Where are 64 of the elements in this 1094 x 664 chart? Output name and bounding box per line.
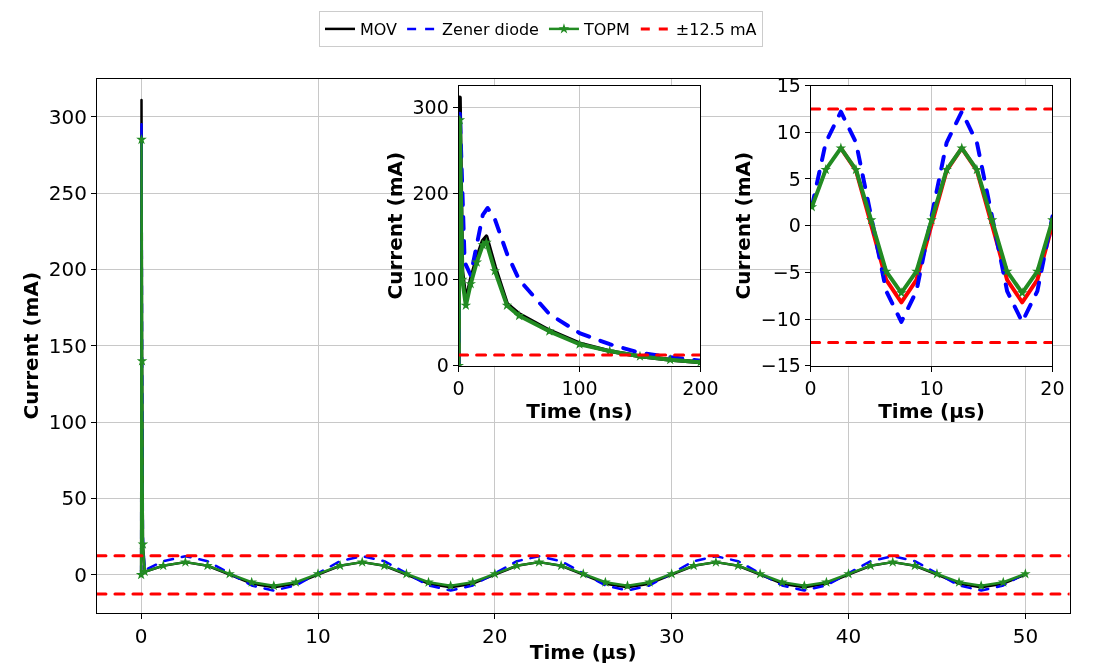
y-axis-title: Current (mA) xyxy=(383,151,408,300)
point xyxy=(401,568,412,579)
point xyxy=(356,556,368,567)
x-tick-label: 0 xyxy=(452,376,465,399)
x-tick-label: 200 xyxy=(682,376,719,399)
point xyxy=(1016,287,1028,298)
y-axis-title: Current (mA) xyxy=(19,271,44,420)
point xyxy=(136,134,147,145)
point xyxy=(513,310,525,321)
x-tick-label: 0 xyxy=(134,623,148,648)
y-tick-label: −15 xyxy=(760,354,801,377)
point xyxy=(895,287,907,298)
legend-label: Zener diode xyxy=(442,20,539,40)
point xyxy=(710,556,722,567)
y-tick-label: −5 xyxy=(772,261,801,284)
x-tick-label: 0 xyxy=(804,376,817,399)
y-tick-label: −10 xyxy=(760,307,801,330)
point xyxy=(820,164,832,175)
line-series xyxy=(810,109,1053,324)
point xyxy=(986,214,998,225)
x-tick-label: 100 xyxy=(561,376,598,399)
x-tick-label: 20 xyxy=(1040,376,1065,399)
point xyxy=(533,556,545,567)
x-tick-label: 10 xyxy=(919,376,944,399)
x-axis-title: Time (ns) xyxy=(526,398,633,423)
point xyxy=(865,214,877,225)
point xyxy=(489,265,501,276)
y-tick-label: 100 xyxy=(412,268,449,291)
point xyxy=(471,256,483,267)
point xyxy=(180,556,191,567)
y-tick-label: 0 xyxy=(436,354,449,377)
point xyxy=(481,236,492,248)
x-tick-label: 10 xyxy=(305,623,331,648)
point xyxy=(971,164,983,175)
legend-label: MOV xyxy=(360,20,398,40)
legend-label: TOPM xyxy=(582,20,630,40)
y-tick-label: 50 xyxy=(61,486,87,511)
y-axis-title: Current (mA) xyxy=(731,151,756,300)
x-axis-title: Time (µs) xyxy=(529,640,637,664)
point xyxy=(941,164,952,175)
point xyxy=(887,556,899,567)
x-tick-label: 20 xyxy=(482,623,508,648)
x-tick-label: 40 xyxy=(835,623,862,648)
point xyxy=(843,568,854,579)
y-tick-label: 250 xyxy=(48,181,87,206)
y-tick-label: 200 xyxy=(412,181,449,204)
y-tick-label: 100 xyxy=(48,410,87,435)
x-axis-title: Time (µs) xyxy=(878,398,985,423)
y-tick-label: 300 xyxy=(48,104,87,129)
y-tick-label: 150 xyxy=(48,333,87,358)
point xyxy=(1020,568,1031,579)
y-tick-label: 0 xyxy=(74,562,87,587)
y-tick-label: 10 xyxy=(776,120,801,143)
point xyxy=(1001,265,1013,276)
y-tick-label: 300 xyxy=(412,95,449,118)
point xyxy=(850,164,862,175)
point xyxy=(880,265,892,276)
y-tick-label: 200 xyxy=(48,257,87,282)
y-tick-label: 5 xyxy=(788,167,801,190)
y-tick-label: 0 xyxy=(788,214,801,237)
x-tick-label: 50 xyxy=(1012,623,1039,648)
x-tick-label: 30 xyxy=(658,623,685,648)
legend-label: ±12.5 mA xyxy=(675,20,757,40)
point xyxy=(501,299,513,310)
